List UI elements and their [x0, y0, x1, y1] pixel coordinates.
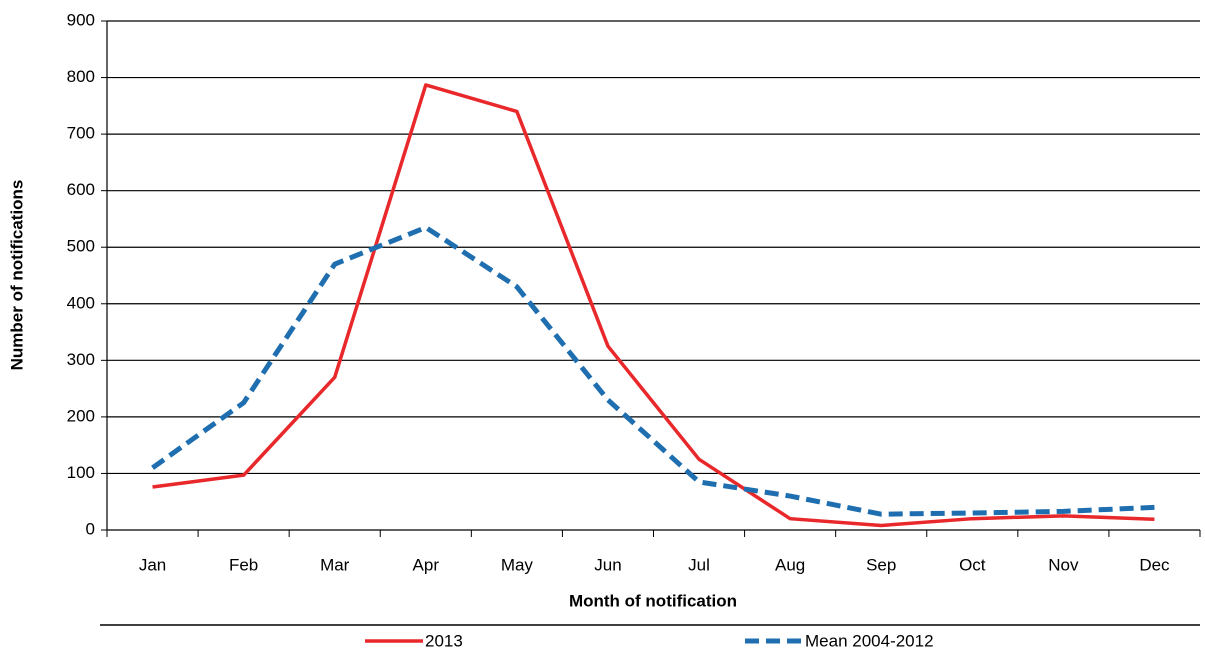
x-tick-label: Sep — [866, 555, 896, 574]
y-tick-label: 600 — [67, 180, 95, 199]
y-tick-label: 700 — [67, 124, 95, 143]
x-tick-label: Jun — [594, 555, 621, 574]
x-tick-label: Jul — [688, 555, 710, 574]
y-tick-label: 900 — [67, 10, 95, 29]
y-tick-label: 500 — [67, 237, 95, 256]
x-tick-label: Feb — [229, 555, 258, 574]
x-tick-label: Dec — [1139, 555, 1170, 574]
x-tick-label: Mar — [320, 555, 350, 574]
x-tick-label: Nov — [1048, 555, 1079, 574]
legend-label: 2013 — [425, 631, 463, 650]
x-axis-title: Month of notification — [569, 591, 737, 610]
x-tick-label: Apr — [413, 555, 440, 574]
x-tick-label: Aug — [775, 555, 805, 574]
x-tick-label: Jan — [139, 555, 166, 574]
series-line — [151, 224, 1155, 517]
y-tick-label: 800 — [67, 67, 95, 86]
y-tick-label: 200 — [67, 406, 95, 425]
x-tick-label: Oct — [959, 555, 986, 574]
y-tick-label: 400 — [67, 293, 95, 312]
y-tick-label: 300 — [67, 350, 95, 369]
y-tick-label: 0 — [86, 519, 95, 538]
y-axis-title: Number of notifications — [7, 180, 26, 371]
x-tick-label: May — [501, 555, 534, 574]
y-tick-label: 100 — [67, 463, 95, 482]
legend-label: Mean 2004-2012 — [805, 631, 934, 650]
series-line — [152, 83, 1155, 528]
